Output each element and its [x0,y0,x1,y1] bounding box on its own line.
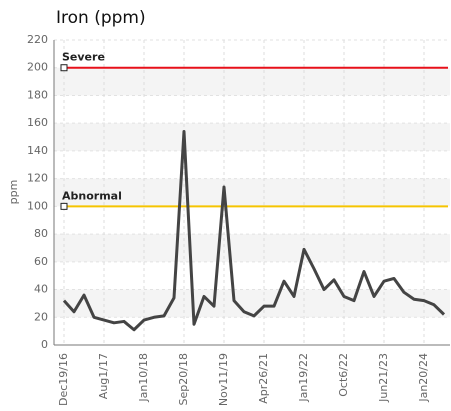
x-tick-label: Apr26/21 [257,353,270,404]
y-tick-label: 120 [27,172,48,185]
y-tick-label: 160 [27,116,48,129]
y-tick-label: 140 [27,144,48,157]
y-tick-label: 100 [27,199,48,212]
x-tick-label: Jan10/18 [137,353,150,403]
x-tick-label: Jun21/23 [377,353,390,403]
y-tick-label: 200 [27,61,48,74]
x-tick-label: Sep20/18 [177,353,190,405]
threshold-label: Abnormal [62,189,122,202]
y-tick-label: 220 [27,33,48,46]
threshold-marker [60,202,68,210]
y-tick-label: 60 [34,255,48,268]
x-tick-label: Jan20/24 [417,353,430,403]
y-tick-label: 20 [34,310,48,323]
data-line [62,130,446,332]
x-tick-label: Oct6/22 [337,353,350,397]
grid-band [54,67,450,96]
y-tick-label: 80 [34,227,48,240]
y-tick-label: 40 [34,283,48,296]
grid-band [54,123,450,151]
grid-band [54,234,450,262]
chart-title: Iron (ppm) [56,8,146,28]
x-tick-label: Dec19/16 [57,353,70,406]
grid-band [54,289,450,318]
y-tick-label: 0 [41,338,48,351]
threshold-label: Severe [62,51,105,64]
threshold-marker [60,64,68,72]
x-tick-label: Aug1/17 [97,353,110,399]
y-axis-label: ppm [7,180,20,205]
x-tick-label: Nov11/19 [217,353,230,406]
y-tick-label: 180 [27,88,48,101]
x-tick-label: Jan19/22 [297,353,310,403]
